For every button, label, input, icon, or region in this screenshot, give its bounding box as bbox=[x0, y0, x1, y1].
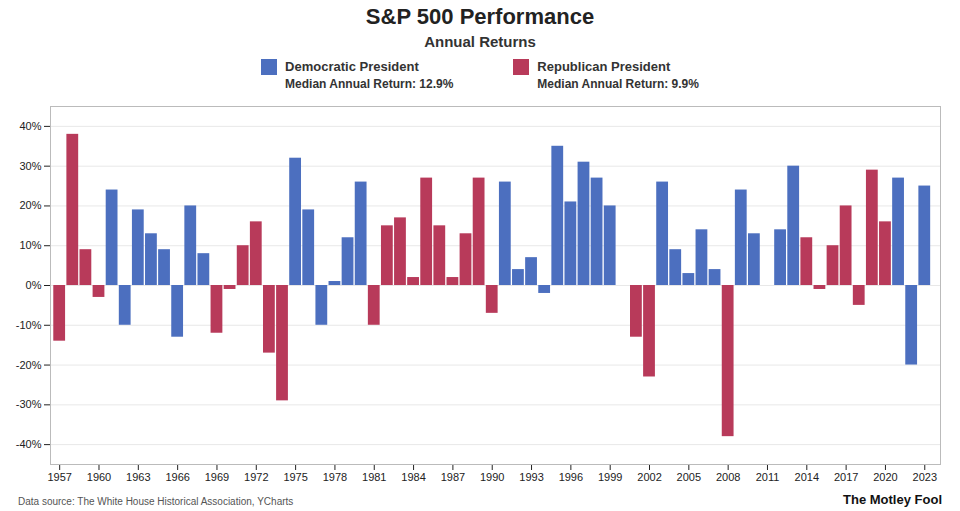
svg-text:30%: 30% bbox=[19, 160, 41, 172]
html-text:Median Annual Return: 12.9%: Median Annual Return: 12.9% bbox=[285, 77, 454, 91]
svg-text:40%: 40% bbox=[19, 120, 41, 132]
svg-text:2014: 2014 bbox=[795, 471, 819, 483]
svg-text:1960: 1960 bbox=[87, 471, 111, 483]
svg-text:1984: 1984 bbox=[401, 471, 425, 483]
svg-text:2002: 2002 bbox=[637, 471, 661, 483]
svg-text:2008: 2008 bbox=[716, 471, 740, 483]
html-text:The Motley Fool: The Motley Fool bbox=[843, 492, 942, 507]
svg-text:2017: 2017 bbox=[834, 471, 858, 483]
html-text:Data source: The White House H: Data source: The White House Historical … bbox=[18, 496, 294, 507]
svg-text:1975: 1975 bbox=[283, 471, 307, 483]
html-text:Annual Returns: Annual Returns bbox=[424, 33, 536, 50]
svg-text:10%: 10% bbox=[19, 239, 41, 251]
svg-text:2020: 2020 bbox=[873, 471, 897, 483]
svg-text:0%: 0% bbox=[26, 279, 42, 291]
svg-text:2011: 2011 bbox=[756, 471, 780, 483]
svg-text:1978: 1978 bbox=[323, 471, 347, 483]
svg-text:2023: 2023 bbox=[913, 471, 937, 483]
svg-text:1972: 1972 bbox=[244, 471, 268, 483]
svg-text:-30%: -30% bbox=[16, 398, 42, 410]
html-text:S&P 500 Performance: S&P 500 Performance bbox=[365, 4, 595, 29]
svg-text:1993: 1993 bbox=[519, 471, 543, 483]
svg-text:2005: 2005 bbox=[677, 471, 701, 483]
svg-text:1996: 1996 bbox=[559, 471, 583, 483]
svg-text:1999: 1999 bbox=[598, 471, 622, 483]
svg-text:1969: 1969 bbox=[205, 471, 229, 483]
html-text:Median Annual Return: 9.9%: Median Annual Return: 9.9% bbox=[537, 77, 699, 91]
svg-text:-20%: -20% bbox=[16, 359, 42, 371]
svg-text:1957: 1957 bbox=[47, 471, 71, 483]
html-text:Democratic President: Democratic President bbox=[285, 59, 419, 74]
svg-text:1981: 1981 bbox=[362, 471, 386, 483]
svg-text:-40%: -40% bbox=[16, 438, 42, 450]
svg-text:1966: 1966 bbox=[165, 471, 189, 483]
svg-text:-10%: -10% bbox=[16, 319, 42, 331]
svg-text:1987: 1987 bbox=[441, 471, 465, 483]
html-text:Republican President: Republican President bbox=[537, 59, 671, 74]
svg-text:1963: 1963 bbox=[126, 471, 150, 483]
svg-text:1990: 1990 bbox=[480, 471, 504, 483]
svg-text:20%: 20% bbox=[19, 199, 41, 211]
